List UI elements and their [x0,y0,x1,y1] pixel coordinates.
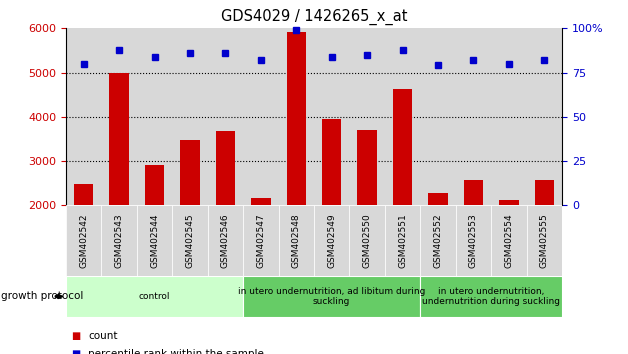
Bar [463,180,483,205]
Text: GSM402549: GSM402549 [327,213,336,268]
Bar [109,73,129,205]
Bar [420,28,456,205]
Text: GSM402551: GSM402551 [398,213,407,268]
Bar [322,119,342,205]
Text: GSM402554: GSM402554 [504,213,514,268]
Bar [279,205,314,276]
Bar [172,28,208,205]
Bar [243,276,420,317]
Text: GSM402552: GSM402552 [433,213,443,268]
Bar [66,276,243,317]
Text: GSM402546: GSM402546 [221,213,230,268]
Bar [172,205,208,276]
Bar [491,28,527,205]
Text: GSM402550: GSM402550 [362,213,372,268]
Bar [145,166,165,205]
Bar [491,205,527,276]
Bar [243,205,279,276]
Text: GSM402542: GSM402542 [79,213,88,268]
Bar [286,32,306,205]
Text: GSM402544: GSM402544 [150,213,159,268]
Bar [251,198,271,205]
Bar [456,205,491,276]
Text: count: count [88,331,117,341]
Bar [101,28,137,205]
Bar [215,131,235,205]
Text: GDS4029 / 1426265_x_at: GDS4029 / 1426265_x_at [221,9,407,25]
Bar [385,205,420,276]
Bar [499,200,519,205]
Text: control: control [139,292,170,301]
Bar [534,180,554,205]
Bar [101,205,137,276]
Bar [180,140,200,205]
Bar [74,184,94,205]
Bar [456,28,491,205]
Text: in utero undernutrition,
undernutrition during suckling: in utero undernutrition, undernutrition … [422,287,560,306]
Text: GSM402548: GSM402548 [292,213,301,268]
Text: ■: ■ [71,349,80,354]
Bar [137,205,172,276]
Text: GSM402543: GSM402543 [114,213,124,268]
Text: GSM402553: GSM402553 [469,213,478,268]
Bar [243,28,279,205]
Bar [208,28,243,205]
Text: ■: ■ [71,331,80,341]
Bar [314,28,349,205]
Bar [420,276,562,317]
Bar [66,28,101,205]
Text: growth protocol: growth protocol [1,291,84,302]
Bar [393,90,413,205]
Text: GSM402555: GSM402555 [540,213,549,268]
Bar [137,28,172,205]
Bar [420,205,456,276]
Bar [349,28,385,205]
Bar [428,193,448,205]
Bar [527,205,562,276]
Text: percentile rank within the sample: percentile rank within the sample [88,349,264,354]
Bar [314,205,349,276]
Text: GSM402545: GSM402545 [185,213,195,268]
Bar [385,28,420,205]
Bar [208,205,243,276]
Text: GSM402547: GSM402547 [256,213,266,268]
Bar [357,130,377,205]
Bar [279,28,314,205]
Text: in utero undernutrition, ad libitum during
suckling: in utero undernutrition, ad libitum duri… [238,287,425,306]
Bar [527,28,562,205]
Bar [66,205,101,276]
Bar [349,205,385,276]
